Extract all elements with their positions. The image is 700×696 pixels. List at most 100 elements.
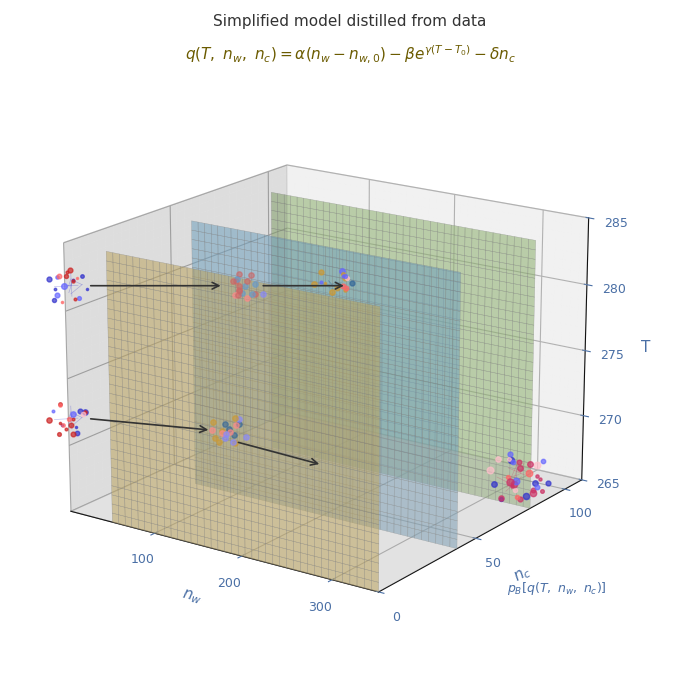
Point — [230, 413, 241, 424]
Point — [538, 456, 549, 467]
Point — [58, 280, 69, 292]
Point — [496, 493, 507, 504]
Point — [44, 274, 55, 285]
Point — [43, 414, 55, 425]
Point — [71, 428, 83, 439]
Point — [60, 424, 71, 435]
Point — [77, 408, 88, 419]
Point — [504, 476, 515, 487]
X-axis label: $n_w$: $n_w$ — [180, 587, 204, 607]
Point — [502, 471, 513, 482]
Point — [80, 406, 91, 418]
Point — [232, 290, 244, 301]
Point — [331, 283, 342, 294]
Point — [79, 407, 90, 418]
Point — [536, 486, 547, 497]
Point — [234, 286, 245, 297]
Point — [241, 276, 253, 287]
Point — [53, 428, 64, 439]
Point — [527, 488, 538, 499]
Point — [508, 457, 519, 468]
Point — [531, 482, 542, 493]
Point — [51, 271, 62, 282]
Point — [524, 468, 535, 479]
Point — [315, 266, 326, 277]
Text: $p_B[q(T,\ n_w,\ n_c)]$: $p_B[q(T,\ n_w,\ n_c)]$ — [507, 580, 607, 597]
Point — [506, 454, 517, 466]
Point — [258, 289, 269, 300]
Point — [61, 270, 72, 281]
Point — [346, 277, 358, 288]
Point — [527, 484, 538, 496]
Point — [230, 420, 241, 431]
Point — [57, 419, 69, 430]
Point — [216, 425, 228, 436]
Point — [67, 429, 78, 440]
Point — [233, 284, 244, 295]
Point — [514, 463, 526, 474]
Point — [340, 273, 351, 284]
Point — [531, 460, 542, 471]
Point — [50, 284, 61, 295]
Point — [54, 400, 65, 411]
Point — [234, 413, 245, 425]
Point — [508, 479, 519, 490]
Point — [228, 436, 239, 448]
Point — [68, 413, 79, 425]
Point — [220, 429, 232, 440]
Point — [64, 413, 75, 425]
Point — [70, 421, 81, 432]
Point — [504, 453, 515, 464]
Point — [220, 432, 231, 443]
Point — [240, 432, 251, 443]
Point — [230, 437, 241, 448]
Point — [53, 270, 64, 281]
Point — [229, 429, 240, 441]
Point — [65, 419, 76, 430]
Point — [234, 280, 245, 292]
Point — [542, 477, 554, 489]
Point — [76, 270, 88, 281]
Point — [492, 454, 503, 465]
Point — [341, 273, 352, 284]
Point — [231, 273, 242, 284]
Point — [230, 289, 241, 300]
Point — [524, 459, 536, 470]
Point — [489, 479, 500, 490]
Point — [223, 423, 235, 434]
Point — [246, 269, 257, 280]
Point — [510, 475, 522, 487]
Point — [341, 283, 352, 294]
Point — [49, 294, 60, 306]
Point — [67, 409, 78, 420]
Point — [75, 406, 86, 417]
Point — [67, 275, 78, 286]
Point — [496, 493, 507, 505]
Point — [56, 296, 67, 307]
Point — [340, 271, 351, 282]
Point — [71, 273, 82, 284]
Point — [484, 464, 495, 475]
Point — [228, 276, 239, 287]
Point — [65, 264, 76, 276]
Point — [319, 278, 330, 289]
Y-axis label: $n_c$: $n_c$ — [512, 564, 535, 586]
Point — [55, 399, 66, 410]
Point — [514, 493, 526, 505]
Point — [337, 270, 349, 281]
Point — [514, 456, 525, 467]
Point — [534, 473, 545, 484]
Point — [532, 470, 543, 482]
Point — [510, 484, 521, 496]
Point — [206, 425, 217, 436]
Point — [241, 292, 253, 303]
Point — [230, 276, 241, 287]
Point — [240, 280, 251, 292]
Point — [249, 289, 260, 300]
Point — [56, 420, 67, 431]
Point — [216, 427, 228, 438]
Point — [530, 477, 541, 489]
Point — [236, 287, 247, 299]
Point — [327, 287, 338, 298]
Point — [225, 427, 236, 438]
